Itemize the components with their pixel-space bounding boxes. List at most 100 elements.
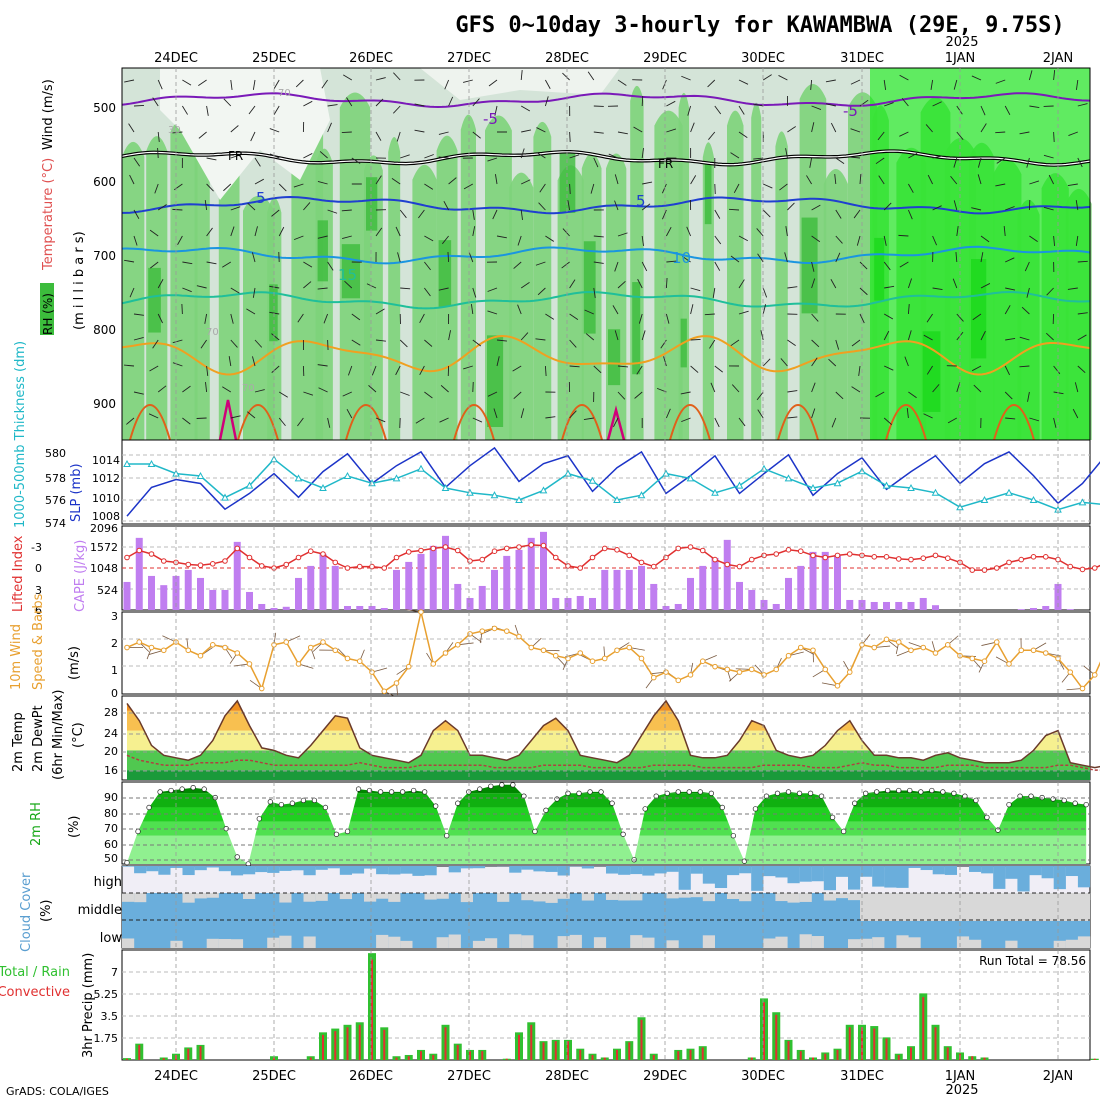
precip-conv-bar <box>885 1038 888 1060</box>
wind10-line-point <box>871 644 878 651</box>
cloud-mid-gap <box>376 893 389 899</box>
li-line-point <box>932 552 939 559</box>
upper-wind-barb <box>634 391 643 399</box>
upper-wind-barb <box>617 391 626 400</box>
thickness-line-point <box>833 479 842 487</box>
contour-line-25 <box>453 404 495 441</box>
cloud-low-gap <box>448 934 461 948</box>
upper-wind-barb <box>995 79 1006 84</box>
cloud-low-gap <box>666 940 679 948</box>
precip-conv-bar <box>444 1027 447 1060</box>
upper-wind-barb <box>1005 206 1015 211</box>
upper-wind-barb <box>883 202 892 211</box>
rh-point <box>874 789 880 795</box>
upper-wind-barb <box>1024 261 1030 272</box>
cloud-high-bar <box>1005 866 1018 879</box>
cape-bar <box>344 605 351 610</box>
upper-wind-barb <box>901 97 909 107</box>
wind10-line-point <box>797 644 804 651</box>
upper-wind-barb <box>230 125 239 133</box>
upper-wind-barb <box>254 226 258 237</box>
upper-wind-barb <box>859 287 868 296</box>
upper-wind-barb <box>206 365 209 376</box>
upper-wind-barb <box>537 287 546 296</box>
lifted-index-line <box>124 542 1100 573</box>
upper-wind-barb <box>415 417 425 424</box>
upper-wind-barb <box>346 97 353 107</box>
upper-wind-barb <box>538 202 546 211</box>
upper-wind-barb <box>424 391 433 399</box>
li-line-point <box>883 554 890 560</box>
upper-wind-barb <box>567 200 571 211</box>
li-line-point <box>1079 566 1086 573</box>
cloud-high-bar <box>170 866 183 868</box>
upper-wind-barb <box>714 209 721 219</box>
cape-bar <box>834 555 841 610</box>
upper-wind-barb <box>714 235 722 245</box>
precip-conv-bar <box>591 1054 594 1060</box>
upper-wind-barb <box>520 408 525 419</box>
cloud-panel: high middle low Cloud Cover (%) <box>19 865 1091 952</box>
precip-conv-bar <box>640 1019 643 1060</box>
cloud-high-bar <box>182 866 195 876</box>
rh-tick-80: 80 <box>104 807 118 820</box>
wind10-line-point <box>626 644 633 651</box>
upper-wind-barb <box>496 235 507 239</box>
upper-wind-barb <box>756 391 764 401</box>
cloud-high-bar <box>666 866 679 872</box>
wind10-line-point <box>650 674 657 681</box>
rh-point <box>807 790 814 796</box>
upper-wind-barb <box>977 157 982 168</box>
upper-wind-barb <box>738 417 746 427</box>
upper-wind-barb <box>254 178 264 185</box>
upper-wind-barb <box>779 183 788 191</box>
wind10-line-point <box>699 658 706 665</box>
top-date-axis: 24DEC 25DEC 26DEC 27DEC 28DEC 29DEC 30DEC 31DEC… <box>154 51 1073 66</box>
wind10-line-point <box>675 677 682 684</box>
upper-wind-barb <box>230 287 240 294</box>
precip-ylabel-unit: 3hr Precip (mm) <box>81 953 96 1058</box>
upper-wind-barb <box>738 79 749 85</box>
cloud-high-bar <box>908 866 921 868</box>
temp-ylabel-3: (6hr Min/Max) <box>51 690 66 780</box>
precip-conv-bar <box>567 1041 569 1060</box>
wind10-line-point <box>332 647 339 654</box>
li-line-point <box>209 561 216 567</box>
precip-conv-bar <box>371 959 373 1060</box>
li-line-point <box>185 561 192 568</box>
upper-wind-barb <box>666 260 677 263</box>
wind10-line-point <box>185 647 192 654</box>
precip-conv-bar <box>554 1041 557 1060</box>
thickness-line-point <box>1078 498 1087 506</box>
li-line-point <box>283 561 290 568</box>
precip-conv-bar <box>897 1054 900 1060</box>
upper-wind-barb <box>681 417 691 423</box>
upper-wind-barb <box>680 391 691 395</box>
precip-conv-bar <box>836 1049 839 1060</box>
cape-bar <box>748 589 756 610</box>
upper-wind-barb <box>520 332 529 341</box>
cloud-high-bar <box>400 866 413 874</box>
upper-wind-barb <box>835 252 841 263</box>
wind10-line-point <box>356 658 363 665</box>
cape-bar <box>809 551 817 610</box>
upper-wind-barb <box>665 408 671 419</box>
upper-wind-barb <box>682 256 691 263</box>
precip-conv-bar <box>346 1027 349 1060</box>
cape-bar <box>760 599 768 610</box>
cape-bar <box>552 597 560 610</box>
contour-label-minus5-b: -5 <box>483 110 498 128</box>
rh-point <box>609 800 615 806</box>
rh-point <box>951 790 957 796</box>
upper-wind-barb <box>953 157 958 168</box>
thickness-line-point <box>392 474 401 482</box>
cloud-high-bar <box>727 866 740 876</box>
rh-dry-region <box>420 68 620 100</box>
li-line-point <box>1091 565 1098 571</box>
wind10-line-point <box>430 661 437 667</box>
precip-conv-bar <box>983 1057 986 1060</box>
contour-line-freezing-inner <box>121 150 1091 166</box>
upper-wind-barb <box>414 129 425 133</box>
upper-wind-barb <box>517 235 522 246</box>
upper-wind-barb <box>858 365 861 376</box>
